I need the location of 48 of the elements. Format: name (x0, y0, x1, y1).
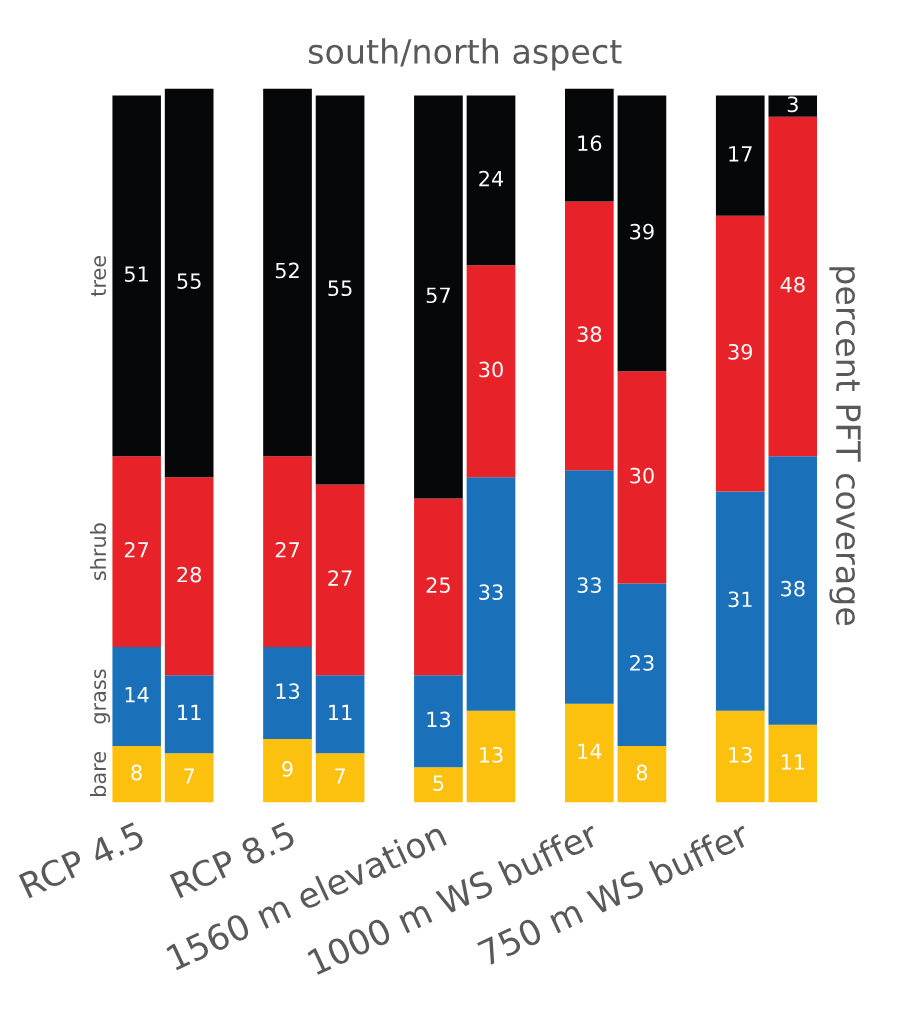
text: tree (91, 256, 107, 297)
data-label: 48 (780, 276, 805, 293)
data-label: 38 (781, 580, 805, 597)
y-axis-title: percent PFT coverage (829, 267, 861, 626)
data-label: 55 (328, 280, 352, 297)
data-label: 14 (578, 743, 602, 759)
data-label: 3 (787, 96, 798, 113)
data-label: 39 (728, 343, 753, 360)
data-label: 23 (630, 655, 654, 671)
data-label: 52 (275, 262, 299, 279)
data-label: 13 (427, 711, 451, 728)
data-label: 55 (177, 273, 201, 289)
text: grass (94, 669, 111, 724)
data-label: 57 (426, 287, 450, 304)
data-label: 9 (282, 761, 293, 777)
data-label: 39 (630, 223, 654, 240)
data-label: 8 (131, 764, 142, 781)
text: shrub (90, 523, 107, 581)
data-label: 30 (630, 467, 654, 484)
x-tick-label: RCP 8.5 (169, 821, 297, 899)
data-label: 28 (177, 566, 201, 583)
data-label: 5 (433, 775, 444, 791)
data-label: 25 (426, 577, 450, 594)
data-label: 14 (125, 687, 149, 703)
data-label: 27 (124, 541, 149, 558)
data-label: 11 (781, 754, 805, 770)
data-label: 31 (728, 591, 752, 608)
data-label: 11 (329, 704, 352, 720)
data-label: 24 (479, 170, 504, 187)
data-label: 8 (636, 764, 648, 781)
text: bare (90, 752, 107, 796)
data-label: 7 (335, 768, 345, 784)
data-label: 38 (577, 326, 602, 343)
data-label: 13 (276, 683, 300, 700)
data-label: 13 (480, 746, 503, 763)
chart-title: south/north aspect (308, 38, 622, 71)
data-label: 11 (178, 704, 201, 720)
data-label: 30 (479, 361, 503, 378)
data-label: 33 (479, 584, 503, 601)
data-label: 33 (577, 577, 601, 594)
data-label: 27 (275, 541, 299, 558)
data-label: 51 (124, 266, 148, 282)
data-label: 27 (328, 570, 352, 586)
data-label: 13 (729, 746, 752, 763)
data-label: 17 (729, 146, 752, 162)
data-label: 7 (184, 768, 195, 784)
data-label: 16 (578, 135, 602, 152)
x-tick-label: RCP 4.5 (18, 821, 146, 899)
